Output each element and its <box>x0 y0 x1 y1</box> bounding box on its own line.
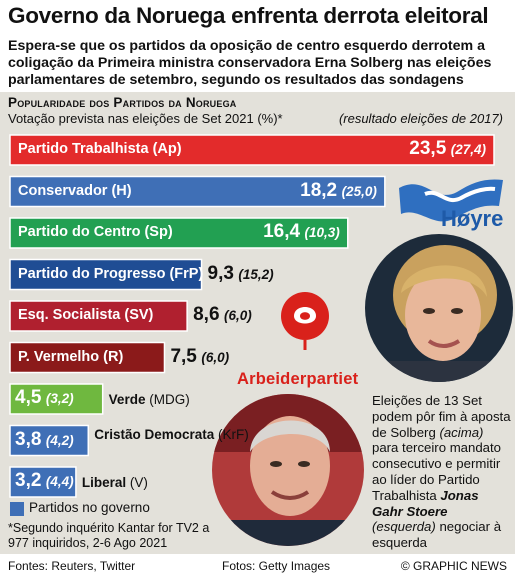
stoere-photo <box>212 394 364 546</box>
page-subtitle: Espera-se que os partidos da oposição de… <box>8 38 492 88</box>
copyright: © GRAPHIC NEWS <box>400 559 507 573</box>
bar-label-1: Conservador (H) <box>18 182 132 199</box>
footnote: *Segundo inquérito Kantar for TV2 a 977 … <box>8 521 210 550</box>
arbeiderpartiet-logo-text: Arbeiderpartiet <box>237 370 359 388</box>
bar-label-0: Partido Trabalhista (Ap) <box>18 141 182 157</box>
sources: Fontes: Reuters, Twitter <box>8 559 136 573</box>
hoyre-logo-text: Høyre <box>441 206 504 231</box>
bar-6 <box>9 383 104 415</box>
page-title: Governo da Noruega enfrenta derrota elei… <box>8 3 489 28</box>
bar-value-1: 18,2 (25,0) <box>300 179 377 201</box>
caption-italic-1: (acima) <box>439 424 484 440</box>
bar-2 <box>9 217 349 249</box>
bar-label-6: Verde (MDG) <box>108 392 190 407</box>
legend-label: Partidos no governo <box>29 500 150 515</box>
photo-credit: Fotos: Getty Images <box>222 559 331 573</box>
bar-value-4: 8,6 (6,0) <box>193 304 252 325</box>
bar-label-5: P. Vermelho (R) <box>18 348 124 365</box>
photo-caption: Eleições de 13 Set podem pôr fim à apost… <box>372 393 512 551</box>
bar-value-6: 4,5 (3,2) <box>15 387 74 408</box>
chart-title: Popularidade dos Partidos da Noruega <box>8 95 237 110</box>
hoyre-logo-icon <box>399 179 503 222</box>
bar-value-7: 3,8 (4,2) <box>15 428 74 450</box>
caption-text-3: negociar à esquerda <box>372 519 502 551</box>
bar-1 <box>9 175 386 208</box>
bar-4 <box>9 300 188 332</box>
bar-value-8: 3,2 (4,4) <box>15 470 74 491</box>
caption-text-2: para terceiro mandato consecutivo e perm… <box>372 440 502 503</box>
bar-value-2: 16,4 (10,3) <box>263 221 340 242</box>
bar-7 <box>9 424 90 457</box>
bar-label-4: Esq. Socialista (SV) <box>18 307 154 323</box>
bar-value-3: 9,3 (15,2) <box>207 262 274 284</box>
bar-value-0: 23,5 (27,4) <box>409 138 486 159</box>
bar-label-2: Partido do Centro (Sp) <box>18 224 173 240</box>
footer-bar: Fontes: Reuters, Twitter Fotos: Getty Im… <box>0 556 515 576</box>
rose-icon <box>281 292 329 350</box>
solberg-photo <box>365 234 513 382</box>
bar-label-8: Liberal (V) <box>81 475 148 490</box>
caption-name: Jonas Gahr Stoere <box>372 487 479 519</box>
bar-label-3: Partido do Progresso (FrP) <box>18 265 204 282</box>
bar-label-7: Cristão Democrata (KrF) <box>94 426 249 442</box>
bar-8 <box>9 466 77 498</box>
bar-0 <box>9 134 495 166</box>
previous-result-note: (resultado eleições de 2017) <box>338 111 503 126</box>
caption-text-1: Eleições de 13 Set podem pôr fim à apost… <box>372 393 511 440</box>
legend-swatch <box>10 502 24 516</box>
bar-3 <box>9 258 203 291</box>
bar-value-5: 7,5 (6,0) <box>170 345 230 367</box>
bar-5 <box>9 341 166 374</box>
chart-subtitle: Votação prevista nas eleições de Set 202… <box>8 111 283 126</box>
caption-italic-2: (esquerda) <box>372 519 436 535</box>
